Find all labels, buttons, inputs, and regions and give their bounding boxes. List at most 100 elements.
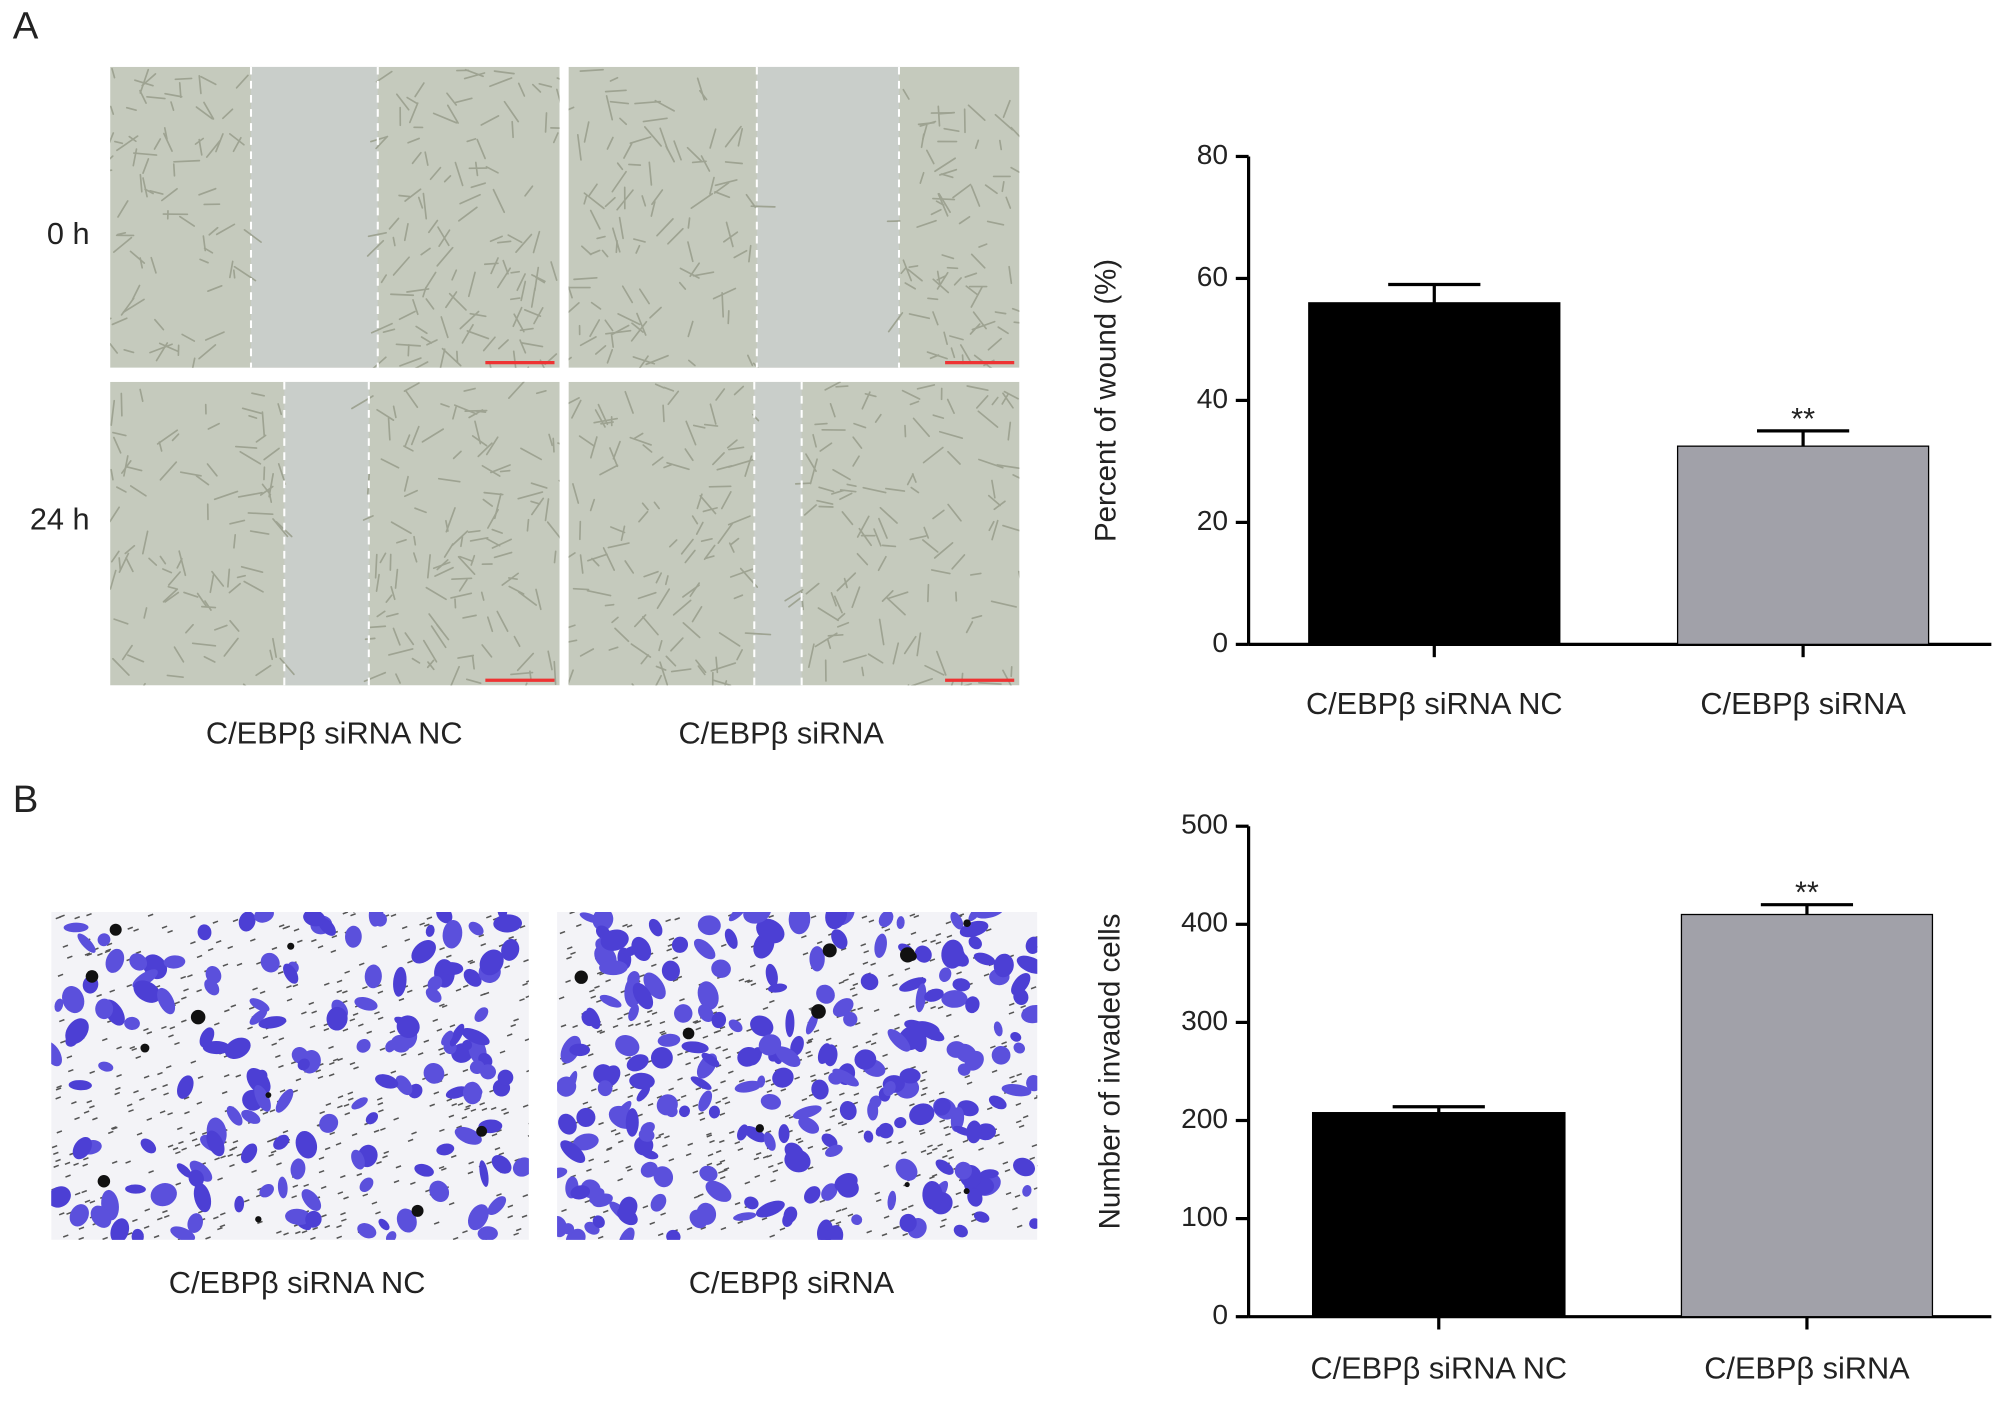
cell xyxy=(579,68,604,72)
pore xyxy=(1005,1191,1012,1196)
cell xyxy=(396,1015,420,1039)
cell xyxy=(965,285,979,296)
cell xyxy=(206,1130,225,1157)
y-tick-label: 80 xyxy=(1197,138,1228,170)
pore xyxy=(943,1125,950,1130)
pore xyxy=(86,1100,93,1104)
pore xyxy=(111,1126,118,1130)
cell xyxy=(814,632,838,648)
cell xyxy=(228,582,241,594)
y-tick-label: 500 xyxy=(1181,808,1228,840)
cell xyxy=(357,1223,377,1239)
pore xyxy=(692,1103,699,1108)
cell xyxy=(617,1207,638,1226)
cell xyxy=(760,1093,781,1110)
cell xyxy=(469,312,487,318)
cell xyxy=(958,215,971,225)
cell xyxy=(642,117,668,123)
cell xyxy=(583,121,590,143)
pore xyxy=(126,1103,133,1107)
cell xyxy=(411,940,436,964)
pore xyxy=(66,1055,73,1059)
cell xyxy=(697,915,721,936)
cell xyxy=(110,317,112,320)
cell xyxy=(977,410,999,428)
cell xyxy=(702,507,718,513)
cell xyxy=(249,998,270,1012)
cell xyxy=(966,1120,982,1144)
cell xyxy=(572,483,580,504)
pore xyxy=(719,1026,726,1030)
pore xyxy=(374,1011,380,1015)
pore xyxy=(612,1088,618,1092)
pore xyxy=(221,1090,228,1095)
pore xyxy=(184,1110,190,1115)
cell xyxy=(728,1019,743,1033)
cell xyxy=(142,158,150,175)
cell xyxy=(156,429,179,445)
cell xyxy=(146,95,166,100)
cell xyxy=(720,491,732,510)
pore xyxy=(749,964,756,968)
cell xyxy=(728,542,735,553)
cell xyxy=(861,666,865,677)
cell xyxy=(501,938,520,961)
cell xyxy=(717,522,734,544)
pore xyxy=(707,1153,714,1157)
cell xyxy=(604,89,627,93)
cell xyxy=(568,552,576,559)
cell xyxy=(804,1186,821,1204)
pore xyxy=(446,954,452,958)
pore xyxy=(231,1146,238,1150)
cell xyxy=(174,77,193,81)
cell xyxy=(117,200,129,218)
pore xyxy=(84,1199,91,1203)
cell xyxy=(249,1009,268,1025)
cell xyxy=(520,342,544,348)
cell xyxy=(636,1086,650,1102)
debris xyxy=(265,1092,272,1098)
pore xyxy=(276,1230,282,1234)
cell xyxy=(507,234,523,244)
cell xyxy=(628,163,642,166)
cell xyxy=(1007,421,1012,441)
cell xyxy=(479,949,504,976)
cell xyxy=(805,1013,819,1035)
pore xyxy=(866,1230,873,1234)
cell xyxy=(404,188,422,202)
cell xyxy=(124,1016,140,1031)
cell xyxy=(406,96,418,105)
cell xyxy=(272,518,289,538)
cell xyxy=(819,442,833,452)
pore xyxy=(133,928,139,932)
pore xyxy=(772,1169,779,1173)
cell xyxy=(924,664,945,676)
pore xyxy=(582,1101,589,1105)
pore xyxy=(433,1221,440,1225)
pore xyxy=(143,1225,150,1229)
pore xyxy=(101,1037,108,1042)
pore xyxy=(637,1113,643,1117)
cell xyxy=(592,912,614,931)
cell xyxy=(638,510,649,523)
cell xyxy=(199,1027,215,1048)
cell xyxy=(914,945,932,963)
pore xyxy=(262,1111,269,1115)
cell xyxy=(728,446,745,451)
pore xyxy=(277,971,284,975)
cell xyxy=(197,924,212,941)
cell xyxy=(877,555,887,572)
cell xyxy=(691,160,707,164)
cell xyxy=(392,256,410,276)
cell xyxy=(733,1212,757,1221)
cell xyxy=(474,1007,489,1022)
cell xyxy=(429,1180,450,1203)
cell xyxy=(63,922,89,933)
pore xyxy=(901,1207,908,1212)
x-tick-label: C/EBPβ siRNA xyxy=(1704,1351,1910,1386)
cell xyxy=(653,1166,674,1188)
cell xyxy=(367,232,387,238)
cell xyxy=(459,555,474,563)
cell xyxy=(970,572,982,576)
pore xyxy=(373,1129,380,1133)
